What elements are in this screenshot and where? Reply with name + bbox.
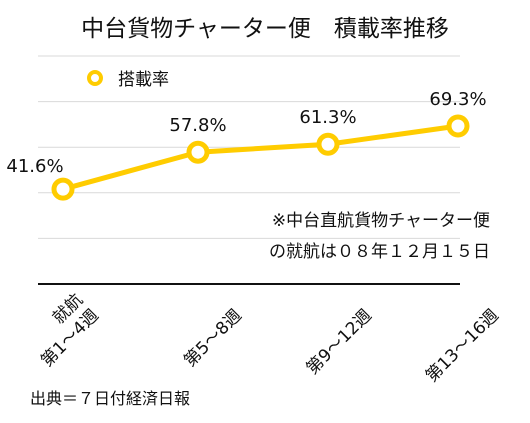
data-label: 61.3% <box>299 107 356 128</box>
data-label: 69.3% <box>429 89 486 110</box>
series-line <box>62 123 459 192</box>
series-line-group: 41.6% 57.8% 61.3% 69.3% <box>6 89 487 201</box>
legend: 搭載率 <box>87 70 169 90</box>
data-label: 41.6% <box>6 156 63 177</box>
x-tick-label-line: 第9～12週 <box>303 306 376 379</box>
chart-title: 中台貨物チャーター便 積載率推移 <box>81 16 449 42</box>
x-tick-label: 第13～16週 <box>422 306 503 387</box>
source-note: 出典＝７日付経済日報 <box>30 389 190 408</box>
legend-marker <box>87 70 103 86</box>
x-tick-label-line: 第5～8週 <box>180 306 246 372</box>
annotation-line-2: の就航は０８年１２月１５日 <box>269 242 490 262</box>
x-tick-label: 第9～12週 <box>303 306 376 379</box>
data-point <box>316 132 340 156</box>
x-tick-label-line: 第13～16週 <box>422 306 503 387</box>
data-point <box>51 177 75 201</box>
data-point <box>186 140 210 164</box>
x-tick-label: 第5～8週 <box>180 306 246 372</box>
annotation-line-1: ※中台直航貨物チャーター便 <box>272 211 490 231</box>
legend-label: 搭載率 <box>118 70 169 90</box>
data-label: 57.8% <box>169 115 226 136</box>
data-point <box>446 114 470 138</box>
